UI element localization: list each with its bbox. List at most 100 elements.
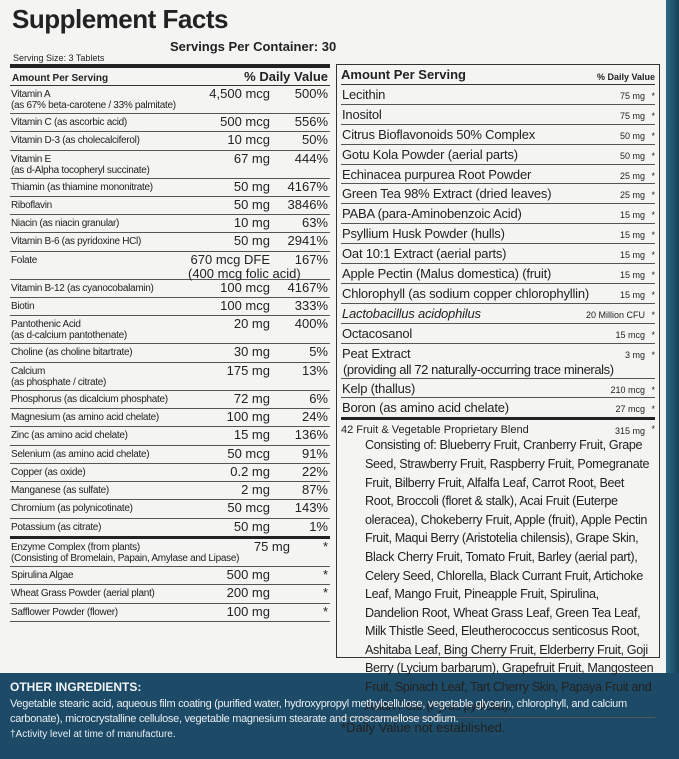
ingredient-name: PABA (para-Aminobenzoic Acid): [342, 206, 522, 222]
amount: 3 mg: [624, 349, 645, 360]
amount: 15 mg: [619, 289, 645, 300]
footnote: *Daily Value not established.: [341, 720, 506, 736]
nutrient-name: Vitamin A (as 67% beta-carotene / 33% pal…: [10, 86, 180, 111]
amount: 75 mg: [253, 539, 290, 555]
ingredient-name: Peat Extract: [342, 345, 411, 361]
left-panel: Amount Per Serving % Daily Value Vitamin A…: [10, 68, 330, 622]
ingredient-row: Inositol 75 mg *: [341, 105, 655, 125]
section-title: OTHER INGREDIENTS:: [10, 680, 142, 694]
nutrient-name: Spirulina Algae: [10, 567, 180, 581]
daily-value: 556%: [294, 114, 328, 129]
nutrient-name: Copper (as oxide): [10, 464, 180, 478]
name: Vitamin E: [11, 153, 51, 165]
amount: 50 mg: [619, 150, 645, 161]
nutrient-row: Choline (as choline bitartrate) 30 mg 5%: [10, 344, 330, 363]
nutrient-row: Thiamin (as thiamine mononitrate) 50 mg 41…: [10, 179, 330, 197]
ingredient-row: Apple Pectin (Malus domestica) (fruit) 15…: [341, 264, 655, 284]
ingredient-name: Inositol: [342, 106, 382, 122]
amount: 4,500 mcg: [209, 86, 270, 101]
ingredient-row: Oat 10:1 Extract (aerial parts) 15 mg *: [341, 244, 655, 265]
ingredient-row: Boron (as amino acid chelate) 27 mcg *: [341, 398, 655, 421]
amount: 100 mcg: [220, 279, 270, 295]
nutrient-name: Phosphorus (as dicalcium phosphate): [10, 391, 180, 405]
daily-value: 400%: [294, 316, 328, 332]
daily-value: 143%: [294, 500, 328, 516]
amount: 25 mg: [619, 190, 645, 201]
ingredient-name: Lactobacillus acidophilus: [342, 305, 481, 321]
nutrient-name: Calcium (as phosphate / citrate): [10, 363, 180, 388]
daily-value: 2941%: [287, 233, 328, 249]
name: Magnesium (as amino acid chelate): [11, 411, 159, 423]
ingredient-row: Echinacea purpurea Root Powder 25 mg *: [341, 165, 655, 185]
name: Riboflavin: [11, 199, 52, 211]
header-amount: Amount Per Serving: [12, 73, 109, 84]
daily-value: 4167%: [287, 178, 328, 194]
serving-size: Serving Size: 3 Tablets: [13, 53, 105, 63]
nutrient-row: Vitamin E (as d-Alpha tocopheryl succinat…: [10, 151, 330, 179]
nutrient-name: Manganese (as sulfate): [10, 482, 180, 496]
nutrient-name: Thiamin (as thiamine mononitrate): [10, 179, 180, 193]
table-header: Amount Per Serving % Daily Value: [10, 68, 330, 86]
header-dv: % Daily Value: [596, 72, 655, 82]
amount: 50 mg: [233, 196, 270, 212]
label: [0, 0, 666, 673]
daily-value: *: [651, 110, 655, 121]
blend-header: 42 Fruit & Vegetable Proprietary Blend 31…: [341, 420, 655, 436]
nutrient-name: Riboflavin: [10, 197, 180, 211]
ingredient-name: Boron (as amino acid chelate): [342, 400, 509, 416]
amount: 50 mcg: [227, 445, 270, 461]
amount: 15 mg: [619, 230, 645, 241]
amount: 100 mg: [226, 603, 270, 619]
daily-value: 167%: [294, 251, 328, 267]
name: Vitamin B-12 (as cyanocobalamin): [11, 282, 154, 294]
nutrient-name: Choline (as choline bitartrate): [10, 344, 180, 358]
amount: 175 mg: [226, 362, 270, 378]
daily-value: *: [651, 230, 655, 241]
name: Niacin (as niacin granular): [11, 218, 120, 230]
amount: 72 mg: [233, 390, 270, 406]
daily-value: 63%: [301, 215, 328, 231]
name: Biotin: [11, 301, 35, 313]
daily-value: *: [651, 329, 655, 340]
amount: 50 mg: [619, 130, 645, 141]
daily-value: *: [651, 210, 655, 221]
ingredient-row: Citrus Bioflavonoids 50% Complex 50 mg *: [341, 125, 655, 145]
amount: 30 mg: [233, 344, 270, 360]
name: Folate: [11, 254, 37, 266]
nutrient-row: Spirulina Algae 500 mg *: [10, 567, 330, 586]
nutrient-row: Selenium (as amino acid chelate) 50 mcg 91…: [10, 446, 330, 464]
nutrient-name: Vitamin C (as ascorbic acid): [10, 114, 180, 128]
name: Thiamin (as thiamine mononitrate): [11, 181, 153, 193]
name: Zinc (as amino acid chelate): [11, 430, 128, 442]
ingredient-name: Lecithin: [342, 87, 386, 102]
daily-value: *: [651, 404, 655, 415]
footnote: †Activity level at time of manufacture.: [10, 729, 176, 740]
ingredient-name: Gotu Kola Powder (aerial parts): [342, 146, 518, 162]
daily-value: *: [651, 170, 655, 181]
ingredient-note: (providing all 72 naturally-occurring tr…: [343, 361, 614, 377]
daily-value: *: [651, 190, 655, 201]
ingredient-name: Echinacea purpurea Root Powder: [342, 166, 532, 182]
daily-value: *: [651, 91, 655, 101]
daily-value: 1%: [309, 518, 328, 534]
amount: 20 mg: [233, 316, 270, 332]
name: Selenium (as amino acid chelate): [11, 448, 150, 460]
amount-note: (400 mcg folic acid): [188, 265, 301, 281]
nutrient-name: Niacin (as niacin granular): [10, 215, 180, 229]
nutrient-row: Chromium (as polynicotinate) 50 mcg 143%: [10, 500, 330, 519]
ingredient-row: Green Tea 98% Extract (dried leaves) 25 m…: [341, 184, 655, 205]
nutrient-row: Pantothenic Acid (as d-calcium pantothena…: [10, 316, 330, 345]
name: Copper (as oxide): [11, 466, 86, 478]
amount: 75 mg: [619, 91, 645, 101]
ingredient-row: Psyllium Husk Powder (hulls) 15 mg *: [341, 224, 655, 245]
daily-value: 24%: [301, 408, 328, 424]
amount: 15 mg: [233, 427, 270, 443]
amount: 200 mg: [226, 585, 270, 601]
nutrient-row: Vitamin D-3 (as cholecalciferol) 10 mcg 50…: [10, 132, 330, 151]
daily-value: 22%: [301, 463, 328, 479]
nutrient-name: Zinc (as amino acid chelate): [10, 427, 180, 441]
ingredient-name: Octacosanol: [342, 325, 413, 341]
amount: 67 mg: [233, 150, 270, 166]
blend-amount: 315 mg: [614, 426, 645, 437]
